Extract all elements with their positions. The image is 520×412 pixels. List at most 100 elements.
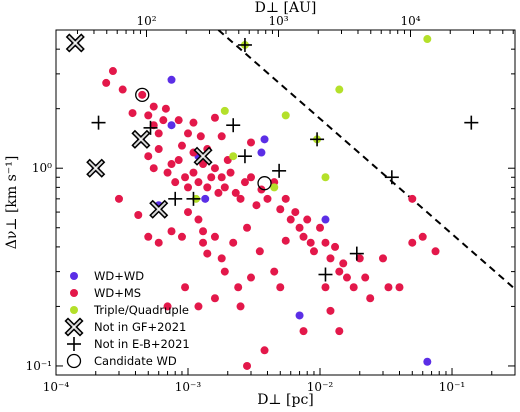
legend-cand-label: Candidate WD — [94, 354, 177, 368]
dashed-boundary-line — [217, 30, 515, 290]
top-x-tick-label: 10³ — [268, 14, 288, 28]
not-in-eb2021-marker — [384, 170, 399, 185]
not-in-gf2021-marker — [149, 199, 169, 219]
axis-ticks: 10⁻⁴ 10⁻³ 10⁻² 10⁻¹ 10² 10³ 10⁴ 10⁻¹ 10⁰ — [26, 14, 515, 394]
wd-ms-point — [134, 210, 143, 219]
wd-ms-point — [286, 215, 295, 224]
wd-ms-point — [303, 215, 312, 224]
wd-ms-point — [263, 194, 272, 203]
wd-ms-point — [306, 238, 315, 247]
wd-ms-point — [108, 67, 117, 76]
legend-wd-ms-label: WD+MS — [94, 286, 141, 300]
not-in-eb2021-marker — [272, 163, 287, 178]
wd-ms-point — [128, 109, 137, 118]
wd-ms-point — [361, 273, 370, 282]
legend: WD+WD WD+MS Triple/Quadruple Not in GF+2021… — [64, 269, 190, 369]
wd-ms-point — [194, 302, 203, 311]
wd-ms-point — [167, 227, 176, 236]
not-in-eb2021-marker — [237, 37, 252, 52]
legend-wd-wd-swatch — [70, 272, 78, 280]
dashed-boundary-line-group — [217, 30, 515, 290]
legend-not-eb-label: Not in E-B+2021 — [94, 337, 190, 351]
wd-ms-point — [171, 178, 180, 187]
wd-ms-point — [203, 183, 212, 192]
wd-ms-point — [207, 173, 216, 182]
not-in-gf2021-marker — [131, 129, 151, 149]
wd-ms-point — [335, 267, 344, 276]
not-in-eb2021-marker — [143, 120, 158, 135]
wd-ms-point — [154, 238, 163, 247]
top-x-axis-label: D⊥ [AU] — [255, 0, 317, 16]
wd-ms-point — [210, 164, 219, 173]
wd-ms-point — [144, 232, 153, 241]
wd-ms-point — [159, 116, 168, 125]
triple-point — [335, 85, 344, 94]
not-in-eb2021-marker — [318, 267, 333, 282]
wd-ms-point — [149, 164, 158, 173]
legend-wd-wd-label: WD+WD — [94, 269, 144, 283]
x-tick-label: 10⁻¹ — [439, 380, 465, 394]
wd-ms-point — [161, 104, 170, 113]
top-x-tick-label: 10⁴ — [400, 14, 420, 28]
wd-wd-point — [295, 311, 304, 320]
candidate-wd-marker — [135, 87, 150, 102]
wd-ms-point — [196, 132, 205, 141]
overlay-markers — [65, 33, 479, 282]
not-in-gf2021-marker — [86, 158, 106, 178]
not-in-eb2021-marker — [310, 132, 325, 147]
wd-ms-point — [114, 194, 123, 203]
wd-ms-point — [199, 238, 208, 247]
triple-point — [423, 35, 432, 44]
wd-ms-point — [276, 283, 285, 292]
wd-ms-point — [184, 208, 193, 217]
y-tick-label: 10⁰ — [32, 161, 52, 175]
wd-ms-point — [231, 188, 240, 197]
wd-ms-point — [378, 254, 387, 263]
wd-ms-point — [255, 247, 264, 256]
wd-ms-point — [177, 232, 186, 241]
wd-wd-point — [423, 357, 432, 366]
wd-ms-point — [431, 247, 440, 256]
wd-ms-point — [321, 283, 330, 292]
triple-point — [321, 173, 330, 182]
legend-triple-swatch — [70, 306, 78, 314]
not-in-eb2021-marker — [226, 118, 241, 133]
y-tick-label: 10⁻¹ — [26, 359, 52, 373]
wd-ms-point — [154, 145, 163, 154]
wd-ms-point — [102, 78, 111, 87]
wd-ms-point — [144, 152, 153, 161]
wd-ms-point — [291, 208, 300, 217]
wd-ms-point — [220, 267, 229, 276]
wd-ms-point — [199, 160, 208, 169]
wd-ms-point — [177, 141, 186, 150]
legend-not-gf-swatch — [64, 317, 84, 337]
legend-not-eb-swatch — [67, 337, 81, 351]
triple-point — [220, 106, 229, 115]
not-in-eb2021-marker — [168, 191, 183, 206]
wd-wd-point — [321, 215, 330, 224]
wd-ms-point — [189, 118, 198, 127]
not-in-gf2021-marker — [193, 146, 213, 166]
wd-ms-point — [149, 102, 158, 111]
legend-wd-ms-swatch — [70, 289, 78, 297]
wd-ms-point — [335, 327, 344, 336]
wd-ms-point — [260, 346, 269, 355]
wd-ms-point — [281, 194, 290, 203]
not-in-eb2021-marker — [349, 246, 364, 261]
wd-ms-point — [210, 232, 219, 241]
not-in-eb2021-marker — [186, 191, 201, 206]
wd-ms-point — [349, 283, 358, 292]
wd-ms-point — [194, 215, 203, 224]
wd-ms-point — [203, 249, 212, 258]
not-in-eb2021-marker — [91, 115, 106, 130]
wd-ms-point — [226, 168, 235, 177]
wd-ms-point — [246, 273, 255, 282]
wd-wd-point — [260, 135, 269, 144]
wd-ms-point — [331, 242, 340, 251]
wd-ms-point — [246, 138, 255, 147]
wd-ms-point — [217, 173, 226, 182]
wd-ms-point — [181, 173, 190, 182]
wd-ms-point — [270, 267, 279, 276]
wd-ms-point — [342, 273, 351, 282]
